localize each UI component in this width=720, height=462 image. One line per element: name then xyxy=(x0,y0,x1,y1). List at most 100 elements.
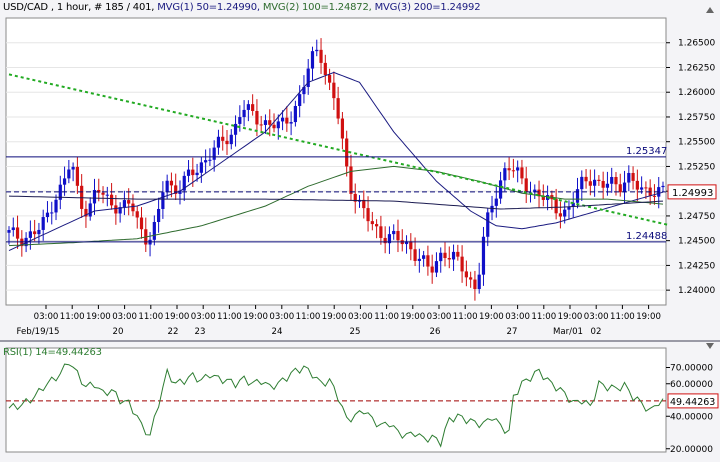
date-label: 25 xyxy=(350,327,361,337)
candle-up xyxy=(661,185,665,188)
x-tick-label: 03:00 xyxy=(505,312,530,322)
candle-down xyxy=(456,251,460,257)
x-tick-label: 11:00 xyxy=(138,312,163,322)
candle-up xyxy=(439,252,443,262)
candle-down xyxy=(345,138,349,167)
candle-up xyxy=(503,168,507,181)
x-tick-label: 19:00 xyxy=(165,312,190,322)
x-tick-label: 03:00 xyxy=(269,312,294,322)
x-tick-label: 03:00 xyxy=(348,312,373,322)
candle-up xyxy=(580,176,584,190)
candle-up xyxy=(11,227,15,231)
candle-down xyxy=(135,211,139,218)
line-value-label: 1.24488 xyxy=(626,231,667,242)
mvg1-line xyxy=(8,71,664,252)
candle-down xyxy=(473,279,477,290)
symbol-label: USD/CAD xyxy=(3,2,48,13)
rsi-header: RSI(1) 14=49.44263 xyxy=(3,347,102,358)
line-value-label: 1.25347 xyxy=(626,146,667,157)
candle-up xyxy=(434,261,439,273)
price-tick-label: 1.24250 xyxy=(678,261,715,271)
reference-line xyxy=(8,195,664,210)
candle-down xyxy=(507,168,511,171)
candle-up xyxy=(490,205,494,213)
candle-down xyxy=(554,199,558,214)
candle-up xyxy=(533,189,537,193)
candle-up xyxy=(289,122,293,124)
candle-down xyxy=(97,189,101,193)
x-tick-label: 19:00 xyxy=(558,312,583,322)
x-tick-label: 11:00 xyxy=(610,312,635,322)
x-tick-label: 11:00 xyxy=(453,312,478,322)
candle-up xyxy=(58,184,62,200)
candle-down xyxy=(426,255,430,267)
rsi-tick-label: 40.00000 xyxy=(670,412,713,422)
chart-header: USD/CAD , 1 hour, # 185 / 401, MVG(1) 50… xyxy=(3,2,481,13)
candle-up xyxy=(494,198,498,206)
candle-up xyxy=(486,212,490,237)
x-tick-label: 19:00 xyxy=(243,312,268,322)
date-label: 26 xyxy=(430,327,441,337)
mvg3-line xyxy=(8,73,669,226)
candle-up xyxy=(28,231,32,238)
rsi-plot-area xyxy=(5,347,667,453)
candle-up xyxy=(622,182,627,193)
candle-down xyxy=(174,185,178,194)
candle-up xyxy=(233,123,238,135)
mvg2-line xyxy=(8,165,664,247)
candle-down xyxy=(272,124,276,129)
price-tick-label: 1.24500 xyxy=(678,237,715,247)
candle-down xyxy=(447,258,451,260)
candle-up xyxy=(640,187,644,190)
candle-up xyxy=(477,274,481,290)
candle-down xyxy=(614,177,618,185)
candle-up xyxy=(481,236,486,275)
candle-up xyxy=(212,147,216,160)
candle-up xyxy=(276,121,280,129)
last-price-label: 1.24993 xyxy=(672,188,713,199)
x-tick-label: 03:00 xyxy=(112,312,137,322)
candle-up xyxy=(118,207,122,214)
candle-down xyxy=(336,98,340,119)
candle-down xyxy=(443,252,447,259)
candle-down xyxy=(191,169,195,176)
date-label: Mar/01 xyxy=(553,327,583,337)
candle-up xyxy=(422,255,426,259)
candle-down xyxy=(225,140,229,145)
last-price-box xyxy=(667,184,717,200)
candle-down xyxy=(584,176,588,182)
x-tick-label: 03:00 xyxy=(427,312,452,322)
mvg3-label: MVG(3) 200=1.24992 xyxy=(374,2,481,13)
candle-up xyxy=(242,109,246,118)
candle-down xyxy=(464,271,468,278)
candle-up xyxy=(387,234,392,244)
candle-up xyxy=(7,230,11,233)
candle-down xyxy=(409,241,413,250)
price-tick-label: 1.26250 xyxy=(678,63,715,73)
candle-down xyxy=(644,187,648,189)
candle-up xyxy=(280,117,285,122)
candle-down xyxy=(84,208,88,217)
price-plot-area xyxy=(5,17,667,306)
candle-up xyxy=(571,202,575,207)
price-tick-label: 1.25250 xyxy=(678,162,715,172)
candle-up xyxy=(451,251,456,260)
candle-up xyxy=(71,166,75,170)
candle-up xyxy=(199,162,203,173)
candle-down xyxy=(259,124,263,126)
x-tick-label: 11:00 xyxy=(374,312,399,322)
mvg2-label: MVG(2) 100=1.24872, xyxy=(262,2,372,13)
candle-up xyxy=(45,212,50,218)
candle-down xyxy=(127,200,131,204)
candle-up xyxy=(62,178,67,185)
candle-down xyxy=(327,74,332,83)
candle-down xyxy=(558,213,563,217)
candle-down xyxy=(375,224,379,227)
candle-up xyxy=(310,51,315,69)
mvg1-label: MVG(1) 50=1.24990, xyxy=(157,2,260,13)
candle-up xyxy=(306,68,310,87)
candle-down xyxy=(635,180,639,190)
candle-down xyxy=(169,180,174,186)
candle-down xyxy=(332,82,336,99)
